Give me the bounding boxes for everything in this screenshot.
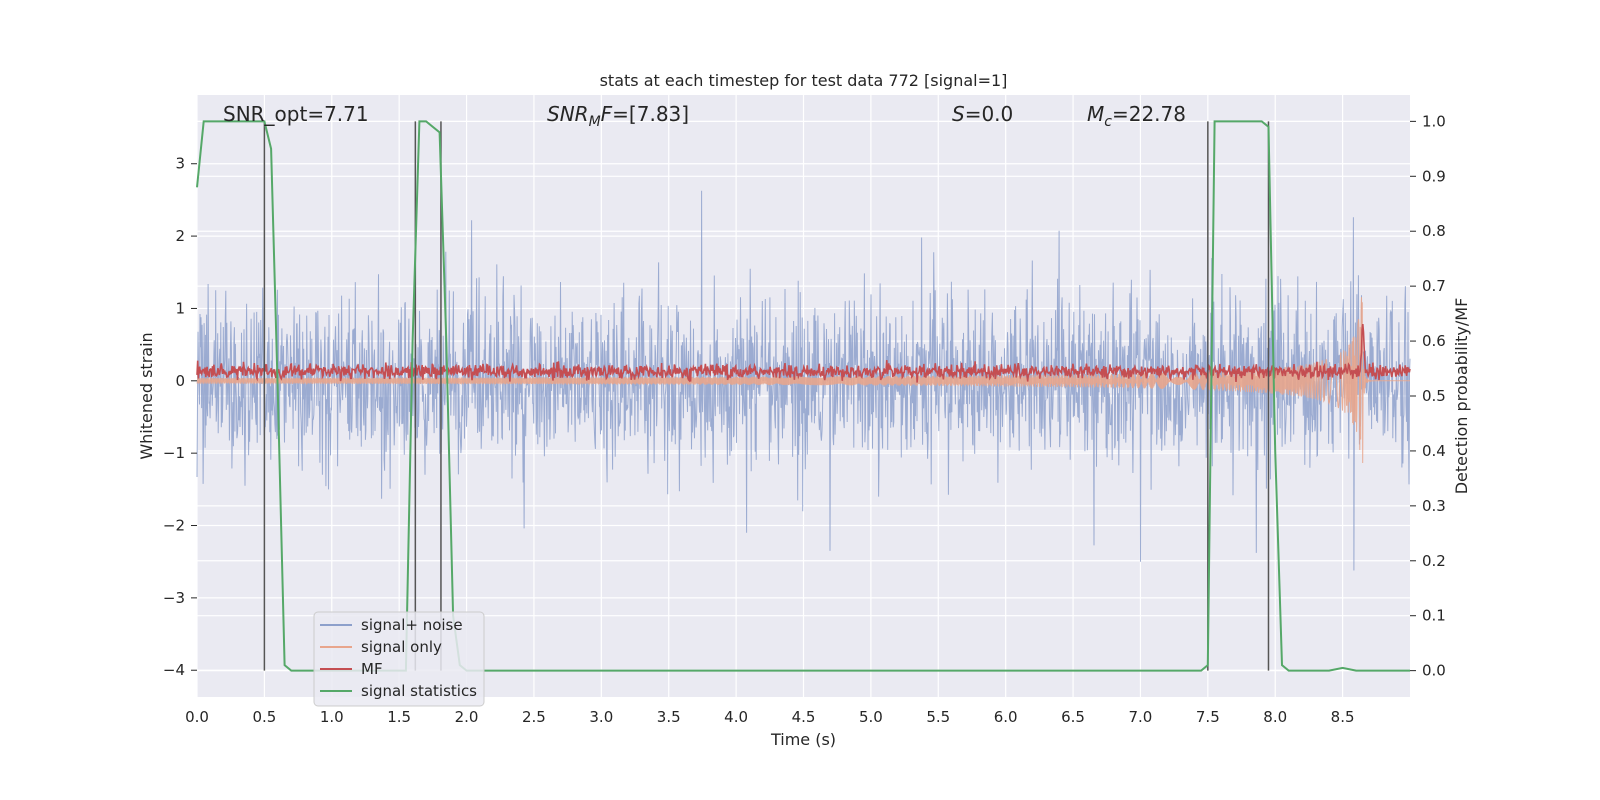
- x-tick-label: 4.5: [792, 708, 816, 726]
- x-tick-label: 1.5: [387, 708, 411, 726]
- y-tick-label: −3: [163, 589, 185, 607]
- y2-tick-label: 0.0: [1422, 662, 1446, 680]
- snr-mf-symbol: SNR: [547, 102, 589, 126]
- annotation-snr-opt: SNR_opt=7.71: [223, 102, 369, 126]
- s-value: =0.0: [965, 102, 1014, 126]
- y-tick-label: 2: [175, 227, 185, 245]
- x-tick-label: 6.5: [1061, 708, 1085, 726]
- y-tick-label: −4: [163, 661, 185, 679]
- y-axis-label: Whitened strain: [137, 332, 156, 459]
- y2-axis-label: Detection probability/MF: [1452, 298, 1471, 495]
- s-symbol: S: [952, 102, 965, 126]
- x-tick-label: 1.0: [320, 708, 344, 726]
- y2-tick-label: 0.3: [1422, 497, 1446, 515]
- vertical-markers: [263, 121, 1270, 671]
- x-tick-label: 4.0: [724, 708, 748, 726]
- y2-tick-label: 0.1: [1422, 607, 1446, 625]
- mc-subscript: c: [1104, 114, 1112, 130]
- legend: signal+ noise signal only MF signal statist…: [313, 611, 485, 707]
- snr-mf-subscript: M: [589, 114, 601, 130]
- x-tick-label: 7.5: [1196, 708, 1220, 726]
- x-tick-label: 3.0: [589, 708, 613, 726]
- x-tick-label: 0.0: [185, 708, 209, 726]
- y2-tick-label: 0.5: [1422, 387, 1446, 405]
- snr-mf-tail-symbol: F: [601, 102, 613, 126]
- x-tick-label: 2.0: [455, 708, 479, 726]
- y2-tick-label: 0.2: [1422, 552, 1446, 570]
- annotation-snr-mf: SNRMF=[7.83]: [547, 102, 689, 130]
- x-tick-label: 6.0: [994, 708, 1018, 726]
- snr-mf-value: =[7.83]: [612, 102, 689, 126]
- y-tick-label: 1: [175, 299, 185, 317]
- y-tick-label: −2: [163, 517, 185, 535]
- annotation-s: S=0.0: [952, 102, 1013, 126]
- legend-label: MF: [361, 660, 383, 678]
- y2-tick-label: 0.9: [1422, 167, 1446, 185]
- x-tick-label: 7.0: [1129, 708, 1153, 726]
- x-tick-label: 3.5: [657, 708, 681, 726]
- y2-tick-label: 0.6: [1422, 332, 1446, 350]
- y2-tick-label: 0.8: [1422, 222, 1446, 240]
- y-tick-label: −1: [163, 444, 185, 462]
- chart-title: stats at each timestep for test data 772…: [600, 71, 1008, 90]
- y2-axis-ticks: 0.0 0.1 0.2 0.3 0.4 0.5 0.6 0.7 0.8 0.9 1.0: [1410, 112, 1446, 680]
- x-axis-label: Time (s): [770, 730, 836, 749]
- mc-symbol: M: [1087, 102, 1104, 126]
- mc-value: =22.78: [1112, 102, 1186, 126]
- y2-tick-label: 1.0: [1422, 112, 1446, 130]
- y2-tick-label: 0.7: [1422, 277, 1446, 295]
- legend-box: [313, 611, 485, 707]
- x-tick-label: 8.0: [1263, 708, 1287, 726]
- y-tick-label: 3: [175, 155, 185, 173]
- x-tick-label: 5.0: [859, 708, 883, 726]
- legend-label: signal+ noise: [361, 616, 463, 634]
- x-tick-label: 8.5: [1331, 708, 1355, 726]
- x-tick-label: 2.5: [522, 708, 546, 726]
- legend-label: signal only: [361, 638, 442, 656]
- annotation-mc: Mc=22.78: [1087, 102, 1186, 130]
- x-tick-label: 0.5: [252, 708, 276, 726]
- x-tick-label: 5.5: [926, 708, 950, 726]
- legend-label: signal statistics: [361, 682, 477, 700]
- y-tick-label: 0: [175, 372, 185, 390]
- y-axis-ticks: 3 2 1 0 −1 −2 −3 −4: [163, 155, 197, 679]
- x-axis-ticks: 0.0 0.5 1.0 1.5 2.0 2.5 3.0 3.5 4.0 4.5 5.0 5.5 6.0 6…: [185, 708, 1354, 726]
- y2-tick-label: 0.4: [1422, 442, 1446, 460]
